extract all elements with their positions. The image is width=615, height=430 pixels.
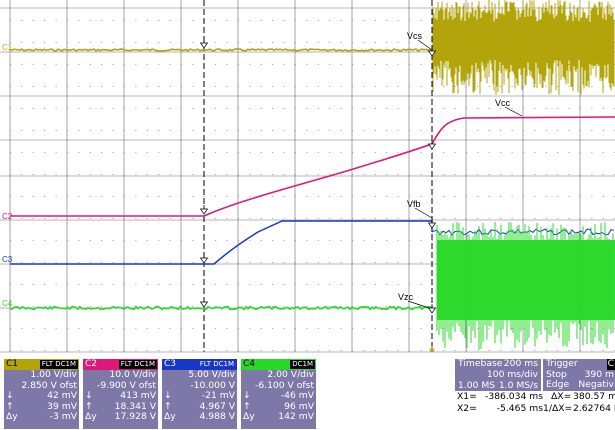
trigger-slope: Negativ: [578, 379, 614, 391]
timebase-rate: 100 ms/div: [486, 368, 538, 380]
cursor-arrow-icon: [427, 219, 437, 229]
c3-dy: Δy 4.988 V: [164, 411, 235, 423]
c3-axis-label: C3: [2, 255, 13, 264]
c1-coupling-tags: FLT DC1M: [39, 360, 78, 369]
timebase-sampling: 1.00 MS 1.0 MS/s: [455, 380, 541, 392]
label-vcc: Vcc: [495, 98, 511, 108]
trigger-level: 390 m: [584, 368, 614, 380]
c1-offset: 2.850 V ofst: [21, 379, 77, 391]
cursor-arrow-icon: [199, 205, 209, 215]
c4-dy: Δy 142 mV: [243, 411, 314, 423]
trigger-position-icon: [429, 346, 435, 351]
c3-min: ↑ 4.967 V: [164, 400, 235, 412]
channel-box-c2[interactable]: C2 FLT DC1M 10.0 V/div -9.900 V ofst ↓ 413…: [83, 359, 158, 429]
c3-vdiv: 5.00 V/div: [188, 369, 235, 380]
c2-coupling-tags: FLT DC1M: [118, 360, 157, 369]
c2-max: ↓ 413 mV: [85, 390, 156, 402]
c2-min: ↑ 18.341 V: [85, 400, 156, 412]
c1-min: ↑ 39 mV: [6, 400, 77, 412]
cursor-x2-value: -5.465 ms: [496, 403, 543, 414]
c4-trace: [9, 305, 433, 311]
cursor-dx-value: 380.57 m: [573, 391, 615, 402]
timebase-value: 200 ms: [503, 358, 538, 369]
cursor-arrow-icon: [199, 298, 209, 308]
timebase-title: Timebase: [458, 358, 503, 369]
c2-axis-label: C2: [2, 212, 13, 221]
trigger-type: Edge: [546, 379, 570, 391]
cursor-arrow-icon: [427, 140, 437, 150]
cursor-arrow-icon: [199, 254, 209, 264]
c2-vdiv: 10.0 V/div: [109, 369, 156, 380]
trigger-channel: C: [606, 358, 615, 370]
cursor-readout: X1= -386.034 ms ΔX= 380.57 m X2= -5.465 ms 1/…: [455, 391, 615, 417]
oscilloscope-display: Vcs Vcc Vfb Vzc C1 C2 C3 C4: [0, 0, 615, 353]
cursor-x1-value: -386.034 ms: [485, 391, 543, 402]
label-vfb: Vfb: [407, 199, 421, 209]
c3-trace: [10, 220, 433, 265]
timebase-panel[interactable]: Timebase 200 ms 100 ms/div: [455, 358, 541, 383]
c4-vdiv: 2.00 V/div: [267, 369, 314, 380]
label-vzc: Vzc: [398, 292, 414, 302]
cursor-arrow-icon: [427, 47, 437, 57]
c3-max: ↓ -21 mV: [164, 390, 235, 402]
c1-vdiv: 1.00 V/div: [30, 369, 77, 380]
cursor-inv-dx-value: 2.62764 H: [573, 403, 615, 414]
trigger-panel[interactable]: Trigger C Stop 390 m Edge Negativ: [543, 358, 615, 392]
c3-offset: -10.000 V: [190, 379, 235, 391]
label-vcs: Vcs: [407, 31, 423, 41]
trigger-title: Trigger: [546, 358, 578, 369]
c2-dy: Δy 17.928 V: [85, 411, 156, 423]
cursor-arrow-icon: [427, 304, 437, 314]
trigger-mode: Stop: [546, 368, 567, 380]
c1-axis-label: C1: [2, 43, 13, 52]
c4-offset: -6.100 V ofst: [255, 379, 314, 391]
channel-box-c1[interactable]: C1 FLT DC1M 1.00 V/div 2.850 V ofst ↓ 42 m…: [4, 359, 79, 429]
c1-max: ↓ 42 mV: [6, 390, 77, 402]
c1-trace: [9, 48, 433, 52]
c4-max: ↓ -46 mV: [243, 390, 314, 402]
c3-coupling-tags: FLT DC1M: [197, 360, 236, 369]
c4-min: ↑ 96 mV: [243, 400, 314, 412]
c4-axis-label: C4: [2, 299, 13, 308]
c2-offset: -9.900 V ofst: [97, 379, 156, 391]
cursor-arrow-icon: [199, 39, 209, 49]
c4-coupling-tags: DC1M: [290, 360, 315, 369]
measurement-panel: C1 FLT DC1M 1.00 V/div 2.850 V ofst ↓ 42 m…: [0, 353, 615, 430]
c1-dy: Δy -3 mV: [6, 411, 77, 423]
channel-box-c4[interactable]: C4 DC1M 2.00 V/div -6.100 V ofst ↓ -46 mV …: [241, 359, 316, 429]
c2-trace: [10, 116, 615, 217]
channel-box-c3[interactable]: C3 FLT DC1M 5.00 V/div -10.000 V ↓ -21 mV …: [162, 359, 237, 429]
